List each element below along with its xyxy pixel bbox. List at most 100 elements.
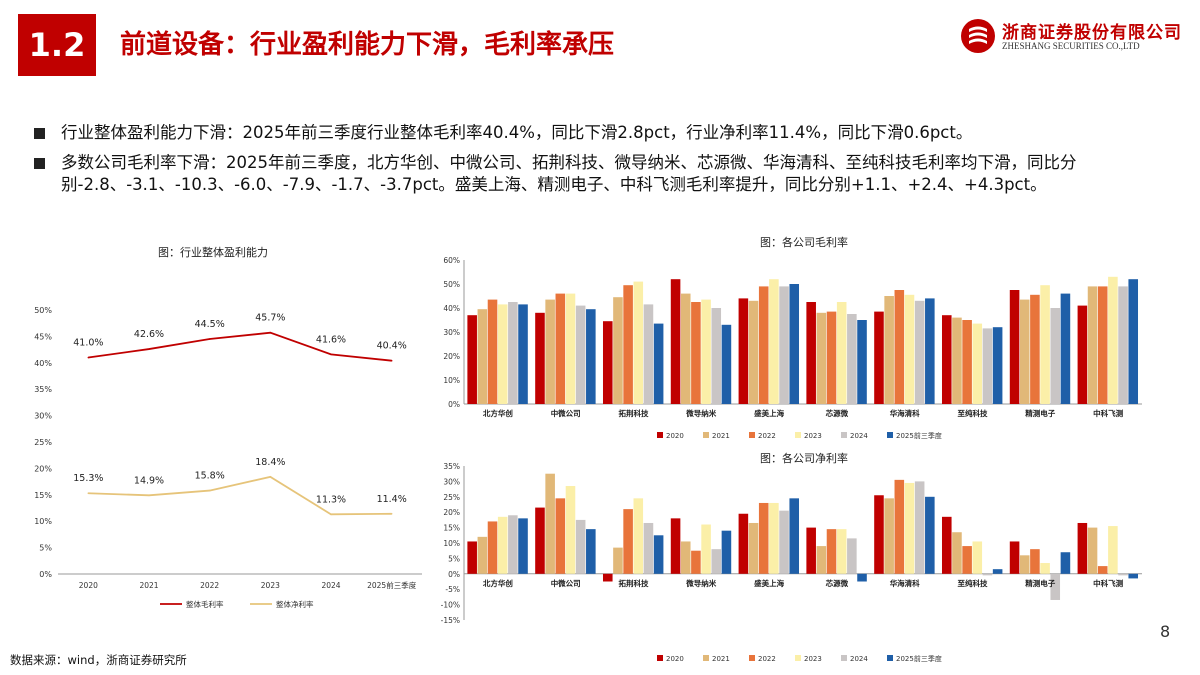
- bar: [769, 502, 779, 574]
- bar: [1108, 526, 1118, 574]
- category-label: 中微公司: [551, 408, 581, 418]
- bar: [680, 293, 691, 404]
- bar: [992, 569, 1003, 574]
- company-logo: 浙商证券股份有限公司 ZHESHANG SECURITIES CO.,LTD: [960, 16, 1182, 60]
- bar: [738, 513, 749, 574]
- y-tick-label: 40%: [34, 359, 52, 368]
- bar: [748, 300, 759, 404]
- data-point: [87, 356, 90, 359]
- bar: [623, 509, 633, 574]
- y-tick-label: 0%: [448, 400, 460, 409]
- category-label: 拓荆科技: [619, 408, 649, 418]
- y-tick-label: 50%: [34, 306, 52, 315]
- legend-swatch: [887, 432, 893, 438]
- net-margin-bar-chart: -15% -10% -5% 0% 5% 10% 15% 20% 25% 30% 35% 北方华创 中微公…: [441, 462, 1142, 663]
- bar: [497, 304, 508, 404]
- net-margin-chart-title: 图：各公司净利率: [760, 452, 848, 465]
- y-tick-label: 30%: [34, 412, 52, 421]
- y-tick-label: 35%: [34, 385, 52, 394]
- x-tick-label: 2021: [139, 581, 158, 590]
- legend-label: 2021: [712, 432, 730, 440]
- bar: [962, 546, 972, 574]
- bar: [575, 519, 586, 574]
- bar: [1040, 285, 1050, 404]
- bar: [874, 311, 884, 404]
- bar: [586, 529, 596, 574]
- x-tick-label: 2022: [200, 581, 219, 590]
- bar: [941, 315, 952, 404]
- data-point: [208, 489, 211, 492]
- x-tick-label: 2020: [79, 581, 98, 590]
- y-tick-label: 0%: [448, 570, 460, 579]
- bar: [941, 516, 952, 574]
- bar: [847, 314, 857, 404]
- bar: [894, 479, 905, 574]
- data-point: [390, 513, 393, 515]
- bar: [487, 521, 498, 574]
- bar: [518, 304, 528, 404]
- y-tick-label: -10%: [441, 601, 460, 610]
- bar: [1087, 286, 1098, 404]
- page-number: 8: [1160, 622, 1171, 641]
- x-tick-label: 2023: [261, 581, 280, 590]
- bar: [477, 536, 488, 574]
- bar: [1050, 308, 1061, 404]
- legend-swatch: [749, 655, 755, 661]
- bar: [555, 498, 566, 574]
- data-label: 11.4%: [377, 494, 407, 505]
- y-tick-label: 20%: [443, 508, 460, 517]
- bar: [653, 535, 664, 574]
- data-label: 41.6%: [316, 334, 346, 345]
- y-tick-label: 10%: [34, 517, 52, 526]
- data-point: [148, 348, 150, 350]
- y-tick-label: -15%: [441, 616, 460, 625]
- data-label: 15.8%: [195, 471, 225, 482]
- legend-label: 2025前三季度: [896, 654, 942, 663]
- bar: [518, 518, 528, 574]
- bar: [670, 518, 681, 574]
- bar: [643, 304, 654, 404]
- gross-margin-bar-chart: 0% 10% 20% 30% 40% 50% 60% 北方华创 中微公司 拓荆科技 微导纳米 盛美上海…: [443, 256, 1142, 440]
- bar: [535, 507, 545, 574]
- category-label: 北方华创: [483, 578, 513, 588]
- bar: [508, 515, 518, 574]
- bar: [779, 286, 789, 404]
- bar: [623, 285, 633, 404]
- logo-chinese-name: 浙商证券股份有限公司: [1002, 23, 1182, 43]
- bar: [701, 524, 711, 574]
- y-tick-label: 25%: [443, 493, 460, 502]
- data-point: [330, 513, 332, 516]
- bar: [738, 298, 749, 404]
- bar: [1019, 555, 1030, 574]
- bar: [914, 300, 925, 404]
- bar: [721, 324, 732, 404]
- legend-swatch: [703, 432, 709, 438]
- legend-swatch: [657, 655, 663, 661]
- bar: [701, 299, 711, 404]
- legend-label: 2021: [712, 655, 730, 663]
- legend-swatch: [841, 432, 847, 438]
- bar: [711, 308, 722, 404]
- data-label: 14.9%: [134, 475, 164, 486]
- x-tick-label: 2025前三季度: [367, 580, 417, 590]
- data-point: [269, 476, 272, 478]
- category-label: 中科飞测: [1093, 578, 1123, 588]
- legend-swatch: [749, 432, 755, 438]
- section-number: 1.2: [28, 26, 86, 64]
- legend-label: 2022: [758, 655, 776, 663]
- data-label: 44.5%: [195, 319, 225, 330]
- bar: [758, 286, 769, 404]
- category-label: 中微公司: [551, 578, 581, 588]
- bar: [894, 290, 905, 404]
- bar: [497, 516, 508, 574]
- y-tick-label: 30%: [443, 328, 460, 337]
- bar: [1097, 286, 1108, 404]
- bar: [914, 481, 925, 574]
- category-label: 芯源微: [826, 578, 849, 588]
- bar: [613, 297, 623, 404]
- bar: [779, 510, 789, 574]
- category-label: 至纯科技: [958, 408, 988, 418]
- bar: [487, 299, 498, 404]
- y-tick-label: 60%: [443, 256, 460, 265]
- bar: [1050, 573, 1061, 600]
